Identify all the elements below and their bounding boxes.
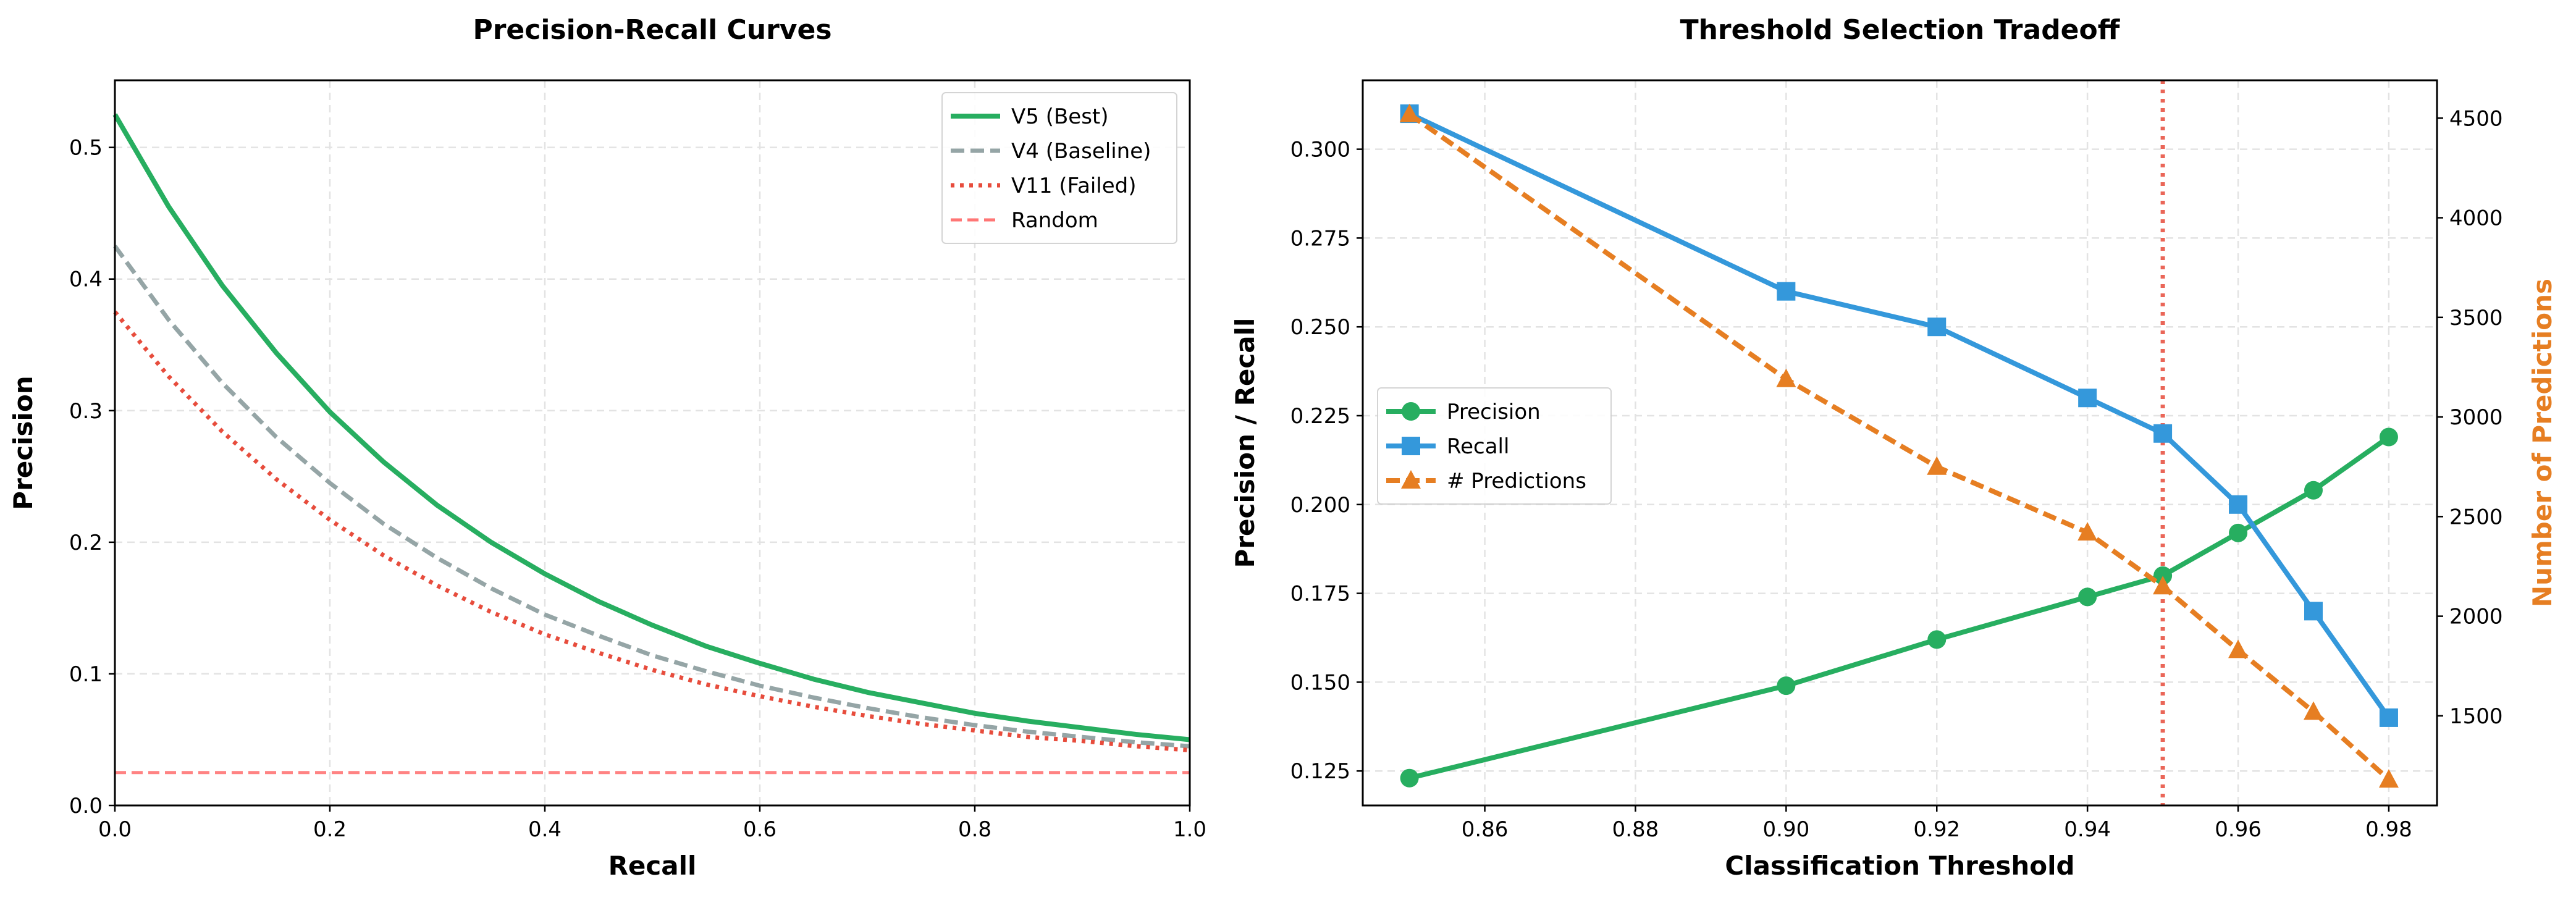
data-point bbox=[2304, 602, 2323, 621]
x-axis-label: Classification Threshold bbox=[1725, 851, 2074, 881]
legend-label: V11 (Failed) bbox=[1011, 174, 1137, 198]
y-tick-label: 0.150 bbox=[1290, 670, 1350, 695]
y-tick-label: 0.250 bbox=[1290, 315, 1350, 340]
data-point bbox=[2304, 701, 2324, 720]
x-tick-label: 1.0 bbox=[1173, 817, 1206, 842]
y-right-tick-label: 4000 bbox=[2449, 206, 2503, 231]
series-line-1 bbox=[1408, 111, 2391, 720]
series-line-2 bbox=[113, 310, 1190, 753]
legend-box bbox=[1377, 387, 1612, 505]
y-tick-label: 0.0 bbox=[69, 794, 103, 818]
x-tick-label: 0.90 bbox=[1763, 817, 1810, 842]
legend-label: # Predictions bbox=[1447, 469, 1586, 494]
chart-title: Threshold Selection Tradeoff bbox=[1680, 14, 2121, 46]
y-tick-label: 0.200 bbox=[1290, 493, 1350, 518]
legend-marker bbox=[1401, 470, 1421, 489]
y-right-tick-label: 3500 bbox=[2449, 306, 2503, 330]
y-tick-label: 0.2 bbox=[69, 531, 103, 555]
data-point bbox=[1776, 368, 1796, 387]
axes-frame bbox=[1362, 79, 2438, 807]
data-point bbox=[2379, 427, 2398, 447]
series-line-1 bbox=[113, 245, 1190, 749]
data-point bbox=[1927, 456, 1947, 475]
series-line-2 bbox=[1408, 112, 2391, 782]
data-point bbox=[2078, 587, 2097, 607]
legend-marker bbox=[1402, 437, 1420, 455]
series-line-0 bbox=[1408, 435, 2391, 781]
y-right-tick-label: 1500 bbox=[2449, 704, 2503, 729]
y-axis-label: Precision bbox=[8, 376, 38, 510]
x-tick-label: 0.6 bbox=[743, 817, 777, 842]
y-tick-label: 0.125 bbox=[1290, 759, 1350, 784]
data-point bbox=[2229, 495, 2248, 514]
series-line-0 bbox=[112, 113, 1190, 742]
threshold-tradeoff-chart: 0.86 0.88 0.90 0.92 0.94 0.96 0.98 0.125 0.150 0.… bbox=[1230, 14, 2557, 881]
data-point bbox=[2229, 523, 2248, 542]
y-right-axis-label: Number of Predictions bbox=[2527, 279, 2557, 607]
y-right-tick-label: 2000 bbox=[2449, 605, 2503, 629]
legend: Precision Recall # Predictions bbox=[1377, 387, 1612, 505]
data-point bbox=[1400, 768, 1419, 788]
data-point bbox=[2378, 769, 2399, 788]
y-tick-label: 0.225 bbox=[1290, 404, 1350, 429]
y-right-tick-label: 4500 bbox=[2449, 106, 2503, 131]
y-tick-label: 0.275 bbox=[1290, 226, 1350, 251]
legend-label: Precision bbox=[1447, 400, 1541, 424]
data-point bbox=[2078, 389, 2097, 408]
chart-title: Precision-Recall Curves bbox=[473, 14, 831, 46]
data-point bbox=[2153, 566, 2173, 585]
axes-frame bbox=[114, 79, 1191, 807]
x-tick-label: 0.98 bbox=[2365, 817, 2412, 842]
y-tick-label: 0.175 bbox=[1290, 582, 1350, 607]
y-tick-label: 0.1 bbox=[69, 662, 103, 687]
legend-marker bbox=[1402, 402, 1420, 421]
data-point bbox=[2304, 481, 2323, 500]
y-tick-label: 0.4 bbox=[69, 267, 103, 292]
y-right-tick-label: 2500 bbox=[2449, 505, 2503, 529]
data-point bbox=[1927, 630, 1947, 649]
data-point bbox=[1399, 103, 1420, 122]
data-point bbox=[2077, 522, 2098, 541]
data-point bbox=[1927, 317, 1947, 337]
legend-label: Random bbox=[1011, 208, 1098, 233]
x-tick-label: 0.96 bbox=[2215, 817, 2262, 842]
x-tick-label: 0.88 bbox=[1612, 817, 1659, 842]
data-point bbox=[2379, 708, 2398, 727]
legend: V5 (Best) V4 (Baseline) V11 (Failed) Random bbox=[941, 92, 1177, 244]
y-right-tick-label: 3000 bbox=[2449, 405, 2503, 430]
data-point bbox=[2153, 576, 2173, 595]
legend-label: Recall bbox=[1447, 434, 1509, 459]
y-axis-label: Precision / Recall bbox=[1230, 318, 1260, 568]
data-point bbox=[1777, 282, 1796, 301]
y-tick-label: 0.5 bbox=[69, 136, 103, 161]
data-point bbox=[2153, 424, 2173, 443]
x-tick-label: 0.94 bbox=[2064, 817, 2111, 842]
legend-label: V5 (Best) bbox=[1011, 104, 1109, 129]
legend-label: V4 (Baseline) bbox=[1011, 139, 1151, 164]
x-tick-label: 0.92 bbox=[1913, 817, 1960, 842]
data-point bbox=[1777, 676, 1796, 696]
y-tick-label: 0.300 bbox=[1290, 138, 1350, 162]
x-tick-label: 0.8 bbox=[958, 817, 991, 842]
x-tick-label: 0.4 bbox=[528, 817, 562, 842]
pr-curves-chart: 0.0 0.2 0.4 0.6 0.8 1.0 0.0 0.1 0.2 0.3 0.4 0.5 Prec… bbox=[8, 14, 1206, 881]
data-point bbox=[2228, 639, 2249, 658]
legend-box bbox=[941, 92, 1177, 244]
x-tick-label: 0.86 bbox=[1462, 817, 1509, 842]
x-tick-label: 0.0 bbox=[98, 817, 132, 842]
x-tick-label: 0.2 bbox=[313, 817, 347, 842]
y-tick-label: 0.3 bbox=[69, 399, 103, 424]
x-axis-label: Recall bbox=[608, 851, 697, 881]
